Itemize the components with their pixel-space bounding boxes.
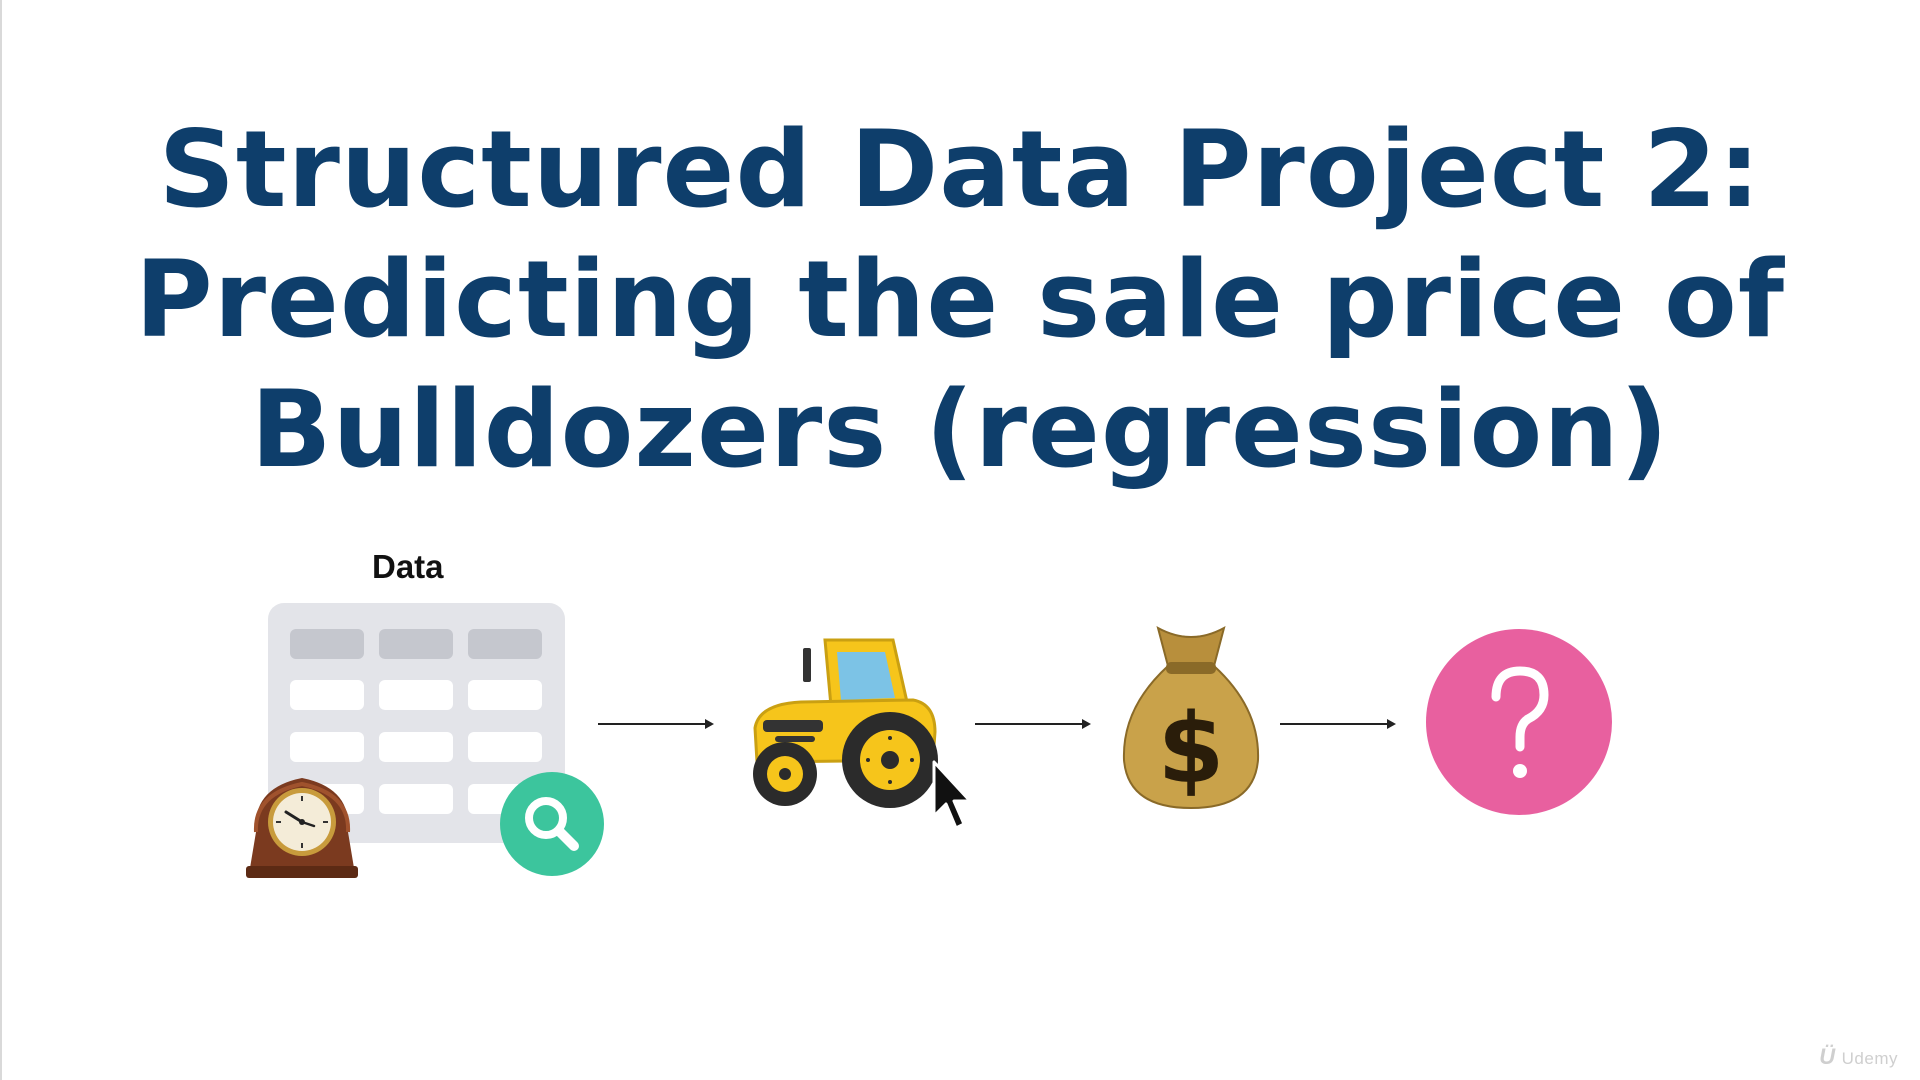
watermark-text: Udemy — [1841, 1049, 1898, 1068]
title-line-2: Predicting the sale price of — [135, 238, 1785, 361]
table-cell — [290, 732, 364, 762]
title-line-3: Bulldozers (regression) — [250, 368, 1670, 491]
flow-arrow-2 — [975, 719, 1091, 729]
mouse-pointer-icon — [930, 760, 976, 836]
left-border — [0, 0, 2, 1080]
table-cell — [379, 732, 453, 762]
tractor-icon — [745, 632, 955, 821]
svg-text:$: $ — [1158, 693, 1225, 805]
mantel-clock-icon — [242, 772, 362, 884]
table-cell — [379, 784, 453, 814]
udemy-watermark: Ü Udemy — [1819, 1044, 1898, 1069]
table-header-cell — [290, 629, 364, 659]
question-mark-icon — [1426, 629, 1612, 819]
table-cell — [468, 680, 542, 710]
table-cell — [290, 680, 364, 710]
data-label: Data — [372, 548, 444, 585]
title-line-1: Structured Data Project 2: — [158, 108, 1762, 231]
table-cell — [468, 732, 542, 762]
slide-title: Structured Data Project 2: Predicting th… — [0, 105, 1920, 495]
table-header-cell — [379, 629, 453, 659]
flow-arrow-1 — [598, 719, 714, 729]
money-bag-icon: $ — [1118, 622, 1264, 816]
flow-arrow-3 — [1280, 719, 1396, 729]
table-header-cell — [468, 629, 542, 659]
magnifier-icon — [500, 772, 604, 880]
table-cell — [379, 680, 453, 710]
